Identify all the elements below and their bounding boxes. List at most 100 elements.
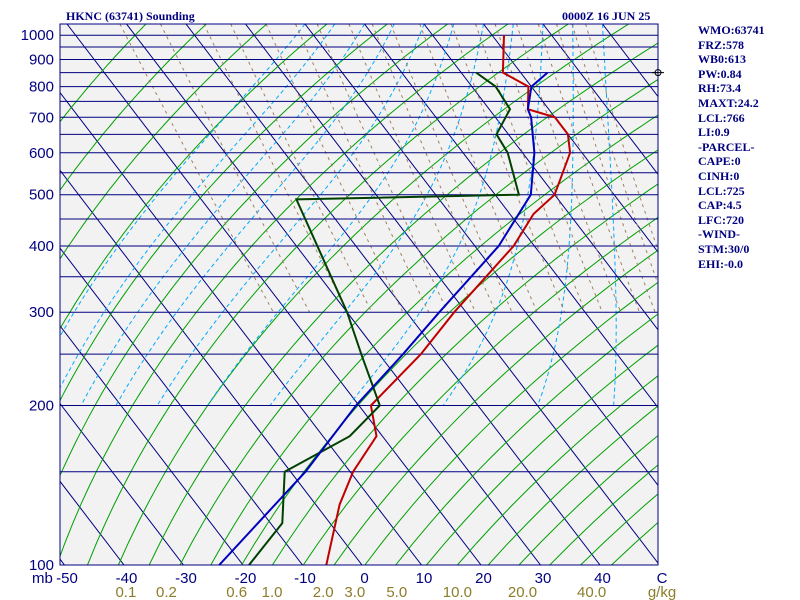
index-item: LCL:725 — [698, 183, 745, 198]
dewpoint-trace — [248, 71, 521, 565]
index-item: LFC:720 — [698, 212, 744, 227]
index-item: -PARCEL- — [698, 139, 755, 154]
moist-adiabat-line — [442, 24, 544, 406]
indices-panel: WMO:63741 FRZ:578 WB0:613 PW:0.84 RH:73.4 MAX… — [698, 23, 765, 271]
mixing-ratio-label: 0.6 — [226, 584, 247, 600]
mixing-ratio-line — [119, 24, 274, 313]
dry-adiabat-line — [60, 24, 448, 477]
pressure-tick-label: 700 — [29, 109, 54, 126]
dry-adiabat-line — [87, 24, 569, 565]
dry-adiabat-line — [60, 24, 388, 402]
mixing-ratio-line — [516, 24, 622, 313]
mixing-ratio-label: 3.0 — [344, 584, 365, 600]
isotherm-line — [60, 247, 303, 565]
isotherm-line — [423, 24, 658, 331]
index-item: -WIND- — [698, 227, 740, 242]
temperature-tick-label: 30 — [535, 570, 552, 587]
temperature-tick-label: -50 — [56, 570, 78, 587]
pressure-tick-label: 500 — [29, 187, 54, 204]
temperature-tick-label: 40 — [594, 570, 611, 587]
moist-adiabat-line — [348, 24, 514, 406]
plot-frame — [59, 23, 659, 566]
isotherm-line — [245, 24, 658, 564]
isotherm-line — [60, 402, 184, 565]
temperature-tick-label: -40 — [116, 570, 138, 587]
moist-adiabat-line — [60, 24, 306, 338]
dry-adiabat-line — [179, 78, 658, 565]
dry-adiabat-line — [333, 249, 658, 565]
index-item: PW:0.84 — [698, 66, 742, 81]
dry-adiabat-line — [241, 149, 658, 565]
dry-adiabat-line — [210, 114, 658, 565]
temperature-tick-label: 20 — [475, 570, 492, 587]
index-item: STM:30/0 — [698, 241, 750, 256]
mixing-ratio-line — [371, 24, 497, 313]
mixing-ratio-line — [585, 24, 658, 252]
dry-adiabat-line — [60, 24, 207, 191]
sounding-time: 0000Z 16 JUN 25 — [562, 9, 651, 23]
dry-adiabat-line — [60, 24, 147, 123]
isotherm-line — [185, 24, 601, 565]
mixing-ratio-line — [475, 24, 586, 313]
mixing-ratio-line — [571, 24, 658, 286]
isotherm-line — [542, 24, 658, 176]
mixing-ratio-label: g/kg — [648, 584, 676, 600]
moist-adiabat-line — [537, 24, 574, 406]
isotherm-line — [66, 24, 482, 565]
pressure-tick-label: 100 — [29, 557, 54, 574]
mixing-ratio-line — [348, 24, 476, 313]
isotherm-line — [126, 24, 541, 565]
pressure-tick-label: 600 — [29, 145, 54, 162]
dry-adiabat-line — [117, 24, 629, 565]
index-item: CAPE:0 — [698, 154, 741, 169]
temperature-tick-label: 10 — [416, 570, 433, 587]
mixing-ratio-label: 40.0 — [577, 584, 606, 600]
index-item: WMO:63741 — [698, 23, 765, 37]
pressure-tick-label: 900 — [29, 51, 54, 68]
index-item: EHI:-0.0 — [698, 256, 743, 271]
isotherm-line — [483, 24, 658, 253]
pressure-unit-label: mb — [32, 570, 53, 587]
dry-adiabat-line — [60, 24, 328, 330]
temperature-tick-label: 0 — [360, 570, 368, 587]
parcel-trace — [218, 71, 549, 565]
pressure-tick-label: 300 — [29, 304, 54, 321]
moist-adiabat-line — [115, 24, 395, 406]
dry-adiabat-line — [302, 216, 658, 565]
pressure-tick-label: 200 — [29, 398, 54, 415]
mixing-ratio-label: 10.0 — [443, 584, 472, 600]
mixing-ratio-label: 0.2 — [156, 584, 177, 600]
isotherm-line — [60, 558, 65, 565]
index-item: MAXT:24.2 — [698, 95, 759, 110]
dry-adiabat-line — [60, 24, 267, 260]
temperature-tick-label: -30 — [175, 570, 197, 587]
station-title: HKNC (63741) Sounding — [66, 9, 195, 23]
isotherm-line — [60, 325, 244, 565]
isotherm-line — [364, 24, 658, 409]
index-item: LCL:766 — [698, 110, 745, 125]
isotherm-line — [60, 169, 363, 565]
mixing-ratio-line — [537, 24, 640, 313]
mixing-ratio-label: 20.0 — [508, 584, 537, 600]
pressure-tick-label: 400 — [29, 238, 54, 255]
mixing-ratio-line — [160, 24, 311, 313]
moist-adiabat-line — [602, 24, 617, 406]
index-item: WB0:613 — [698, 52, 746, 67]
mixing-ratio-line — [556, 24, 656, 313]
mixing-ratio-label: 5.0 — [386, 584, 407, 600]
mixing-ratio-line — [419, 24, 538, 313]
temperature-tick-label: -20 — [235, 570, 257, 587]
index-item: CINH:0 — [698, 168, 740, 183]
index-item: LI:0.9 — [698, 125, 730, 140]
dry-adiabat-line — [60, 24, 509, 558]
temperature-tick-label: C — [657, 570, 668, 587]
index-item: RH:73.4 — [698, 81, 741, 96]
mixing-ratio-label: 1.0 — [262, 584, 283, 600]
isotherm-line — [0, 24, 5, 565]
index-item: FRZ:578 — [698, 37, 744, 52]
pressure-tick-label: 1000 — [21, 27, 54, 44]
dry-adiabat-line — [148, 42, 658, 565]
moist-adiabat-line — [156, 24, 425, 406]
mixing-ratio-line — [203, 24, 349, 313]
